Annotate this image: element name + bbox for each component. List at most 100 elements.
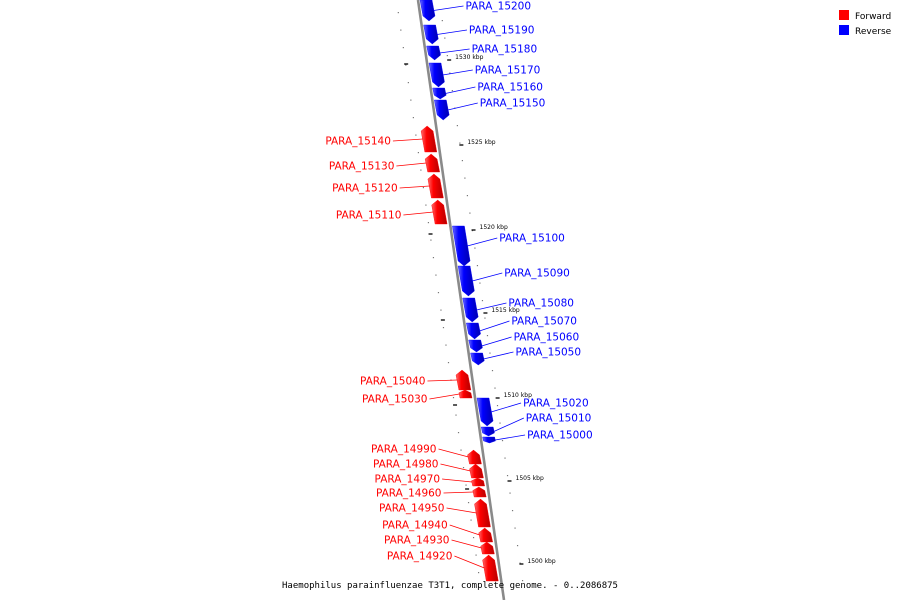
gene-label[interactable]: PARA_15200 [466, 1, 532, 13]
gene-label[interactable]: PARA_15140 [325, 136, 391, 148]
backbone-dot [501, 440, 504, 442]
gene-label[interactable]: PARA_14990 [371, 444, 437, 456]
gene-label[interactable]: PARA_14930 [384, 535, 450, 547]
gene-label[interactable]: PARA_15190 [469, 25, 535, 37]
backbone-dot [476, 265, 479, 267]
backbone-dot [464, 177, 466, 179]
gene-label-leader [467, 237, 498, 247]
gene-arrow[interactable] [466, 322, 481, 340]
gene-arrow[interactable] [432, 87, 447, 100]
gene-arrow[interactable] [469, 463, 484, 479]
gene-label[interactable]: PARA_15090 [504, 268, 570, 280]
backbone-dot [470, 519, 472, 521]
gene-label[interactable]: PARA_15080 [508, 298, 574, 310]
gene-label[interactable]: PARA_15110 [336, 210, 402, 222]
gene-label-leader [451, 539, 482, 549]
gene-label[interactable]: PARA_14960 [376, 488, 442, 500]
backbone-dot [514, 527, 516, 529]
backbone-dot [445, 344, 447, 346]
gene-arrow[interactable] [423, 24, 439, 45]
gene-label[interactable]: PARA_15010 [526, 413, 592, 425]
gene-arrow[interactable] [480, 541, 495, 555]
gene-label[interactable]: PARA_15170 [475, 65, 541, 77]
backbone-dot [427, 222, 430, 224]
gene-arrow[interactable] [478, 527, 493, 543]
gene-label[interactable]: PARA_15040 [360, 376, 426, 388]
backbone-dot [466, 195, 469, 197]
scale-tick-label: 1520 kbp [480, 224, 508, 231]
gene-label[interactable]: PARA_14920 [387, 551, 453, 563]
gene-arrow[interactable] [480, 426, 495, 437]
backbone-dot [456, 125, 458, 127]
gene-arrow[interactable] [455, 369, 472, 391]
gene-arrow[interactable] [467, 449, 482, 465]
gene-label-leader [445, 86, 476, 94]
gene-label-leader [429, 393, 460, 400]
gene-arrow[interactable] [470, 352, 485, 366]
gene-arrow[interactable] [431, 199, 448, 225]
legend-label-reverse: Reverse [855, 27, 892, 37]
backbone-dot [489, 352, 491, 354]
legend: Forward Reverse [839, 10, 892, 37]
backbone-dot [446, 55, 448, 57]
backbone-dot [410, 99, 412, 101]
gene-arrow[interactable] [476, 397, 494, 427]
backbone-dot [506, 475, 509, 477]
scale-tick-label: 1530 kbp [455, 54, 483, 61]
gene-label-leader [396, 162, 427, 167]
gene-arrow[interactable] [426, 45, 441, 61]
gene-label-leader [476, 302, 507, 311]
gene-label[interactable]: PARA_14940 [382, 520, 448, 532]
backbone-dot [432, 257, 435, 259]
backbone-dot [441, 20, 443, 22]
gene-arrow[interactable] [472, 486, 487, 498]
gene-arrow[interactable] [419, 0, 436, 22]
gene-arrow[interactable] [482, 436, 496, 444]
backbone-dot [444, 37, 446, 39]
backbone-dot [459, 142, 461, 144]
gene-arrow[interactable] [471, 477, 485, 487]
gene-label[interactable]: PARA_15150 [480, 98, 546, 110]
gene-label[interactable]: PARA_15050 [516, 347, 582, 359]
gene-label[interactable]: PARA_15060 [514, 332, 580, 344]
gene-label-leader [493, 417, 525, 432]
backbone-dot [405, 64, 407, 66]
gene-label[interactable]: PARA_15030 [362, 394, 428, 406]
gene-label[interactable]: PARA_14980 [373, 459, 439, 471]
backbone-dot [437, 292, 440, 294]
gene-label[interactable]: PARA_15120 [332, 183, 398, 195]
backbone-dot [516, 545, 519, 547]
gene-label[interactable]: PARA_15100 [499, 233, 565, 245]
gene-arrow[interactable] [457, 265, 475, 297]
gene-arrow[interactable] [424, 153, 440, 173]
backbone-dot [499, 422, 501, 424]
gene-arrow[interactable] [482, 554, 499, 582]
gene-label-leader [472, 272, 503, 282]
backbone-dot [447, 362, 450, 364]
gene-label-leader [442, 69, 473, 76]
gene-label[interactable]: PARA_15000 [527, 430, 593, 442]
gene-label[interactable]: PARA_15070 [511, 316, 577, 328]
gene-arrow[interactable] [420, 125, 438, 153]
gene-label[interactable]: PARA_14950 [379, 503, 445, 515]
gene-label[interactable]: PARA_15020 [523, 398, 589, 410]
gene-label-leader [447, 102, 478, 111]
backbone-dot [422, 187, 425, 189]
gene-arrow[interactable] [428, 62, 445, 88]
backbone-ticks: 1530 kbp 1525 kbp 1520 kbp 1515 kbp 1510 kbp… [404, 54, 556, 565]
backbone-dot [479, 282, 481, 284]
gene-arrow[interactable] [452, 225, 471, 267]
gene-arrow[interactable] [468, 339, 483, 353]
gene-arrow[interactable] [427, 173, 444, 199]
gene-label[interactable]: PARA_15180 [472, 44, 538, 56]
gene-label[interactable]: PARA_14970 [375, 474, 441, 486]
gene-label-leader [481, 336, 512, 347]
gene-arrow[interactable] [434, 99, 450, 121]
backbone-dot [477, 572, 480, 574]
gene-label[interactable]: PARA_15160 [477, 82, 543, 94]
gene-arrow[interactable] [458, 389, 473, 399]
gene-arrow[interactable] [462, 297, 479, 323]
gene-label[interactable]: PARA_15130 [329, 161, 395, 173]
gene-arrow[interactable] [474, 498, 491, 528]
